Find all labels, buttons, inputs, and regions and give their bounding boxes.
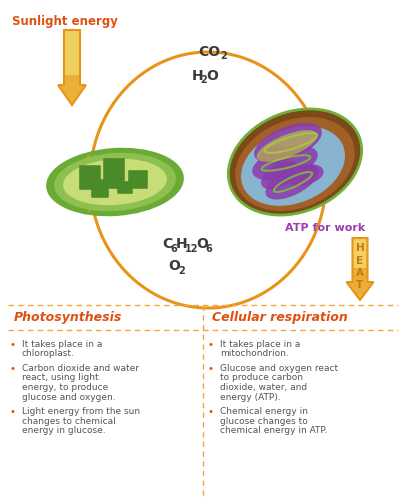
Text: chloroplast.: chloroplast. xyxy=(22,350,75,358)
Text: H: H xyxy=(175,237,187,251)
Text: dioxide, water, and: dioxide, water, and xyxy=(220,383,306,392)
Text: •: • xyxy=(10,407,16,417)
Text: It takes place in a: It takes place in a xyxy=(220,340,300,349)
Ellipse shape xyxy=(286,164,323,186)
Text: O: O xyxy=(196,237,207,251)
FancyBboxPatch shape xyxy=(91,185,109,192)
Ellipse shape xyxy=(63,159,166,205)
FancyBboxPatch shape xyxy=(103,164,124,171)
Ellipse shape xyxy=(259,146,290,165)
FancyArrow shape xyxy=(58,30,86,105)
FancyBboxPatch shape xyxy=(79,177,100,184)
Text: Chemical energy in: Chemical energy in xyxy=(220,407,307,416)
Ellipse shape xyxy=(46,148,183,216)
Text: E: E xyxy=(356,256,362,266)
FancyBboxPatch shape xyxy=(128,170,147,177)
Text: T: T xyxy=(356,280,363,290)
Text: A: A xyxy=(355,268,363,278)
Ellipse shape xyxy=(254,123,321,163)
Text: Cellular respiration: Cellular respiration xyxy=(211,312,347,324)
Text: Carbon dioxide and water: Carbon dioxide and water xyxy=(22,364,139,373)
Text: 12: 12 xyxy=(185,244,198,254)
FancyBboxPatch shape xyxy=(79,171,100,178)
Text: energy in glucose.: energy in glucose. xyxy=(22,426,105,435)
Text: •: • xyxy=(207,364,213,374)
Text: glucose changes to: glucose changes to xyxy=(220,416,307,426)
FancyBboxPatch shape xyxy=(103,176,124,183)
Text: glucose and oxygen.: glucose and oxygen. xyxy=(22,392,115,402)
FancyBboxPatch shape xyxy=(91,191,109,198)
Ellipse shape xyxy=(234,117,354,211)
Text: Light energy from the sun: Light energy from the sun xyxy=(22,407,140,416)
Text: O: O xyxy=(205,69,217,83)
Text: C: C xyxy=(162,237,172,251)
Text: H: H xyxy=(192,69,203,83)
Text: chemical energy in ATP.: chemical energy in ATP. xyxy=(220,426,326,435)
Text: ATP for work: ATP for work xyxy=(284,223,364,233)
Text: It takes place in a: It takes place in a xyxy=(22,340,102,349)
Text: Photosynthesis: Photosynthesis xyxy=(14,312,122,324)
Ellipse shape xyxy=(265,164,318,200)
FancyBboxPatch shape xyxy=(103,158,124,165)
Text: 2: 2 xyxy=(200,75,206,85)
FancyBboxPatch shape xyxy=(79,183,100,190)
Text: •: • xyxy=(10,340,16,350)
Text: CO: CO xyxy=(198,45,220,59)
Text: mitochondrion.: mitochondrion. xyxy=(220,350,288,358)
FancyArrow shape xyxy=(345,268,373,300)
FancyBboxPatch shape xyxy=(117,181,132,188)
Text: 2: 2 xyxy=(177,266,184,276)
Text: •: • xyxy=(207,407,213,417)
Ellipse shape xyxy=(256,130,317,162)
FancyArrow shape xyxy=(345,238,373,300)
Text: 6: 6 xyxy=(170,244,176,254)
FancyBboxPatch shape xyxy=(117,187,132,194)
FancyBboxPatch shape xyxy=(128,176,147,183)
Text: Glucose and oxygen react: Glucose and oxygen react xyxy=(220,364,337,373)
Text: •: • xyxy=(10,364,16,374)
Text: •: • xyxy=(207,340,213,350)
FancyArrow shape xyxy=(58,75,86,105)
Ellipse shape xyxy=(252,146,317,180)
Text: react, using light: react, using light xyxy=(22,374,98,382)
Ellipse shape xyxy=(260,161,298,189)
Text: O: O xyxy=(168,259,179,273)
FancyBboxPatch shape xyxy=(128,182,147,189)
Text: energy (ATP).: energy (ATP). xyxy=(220,392,280,402)
Ellipse shape xyxy=(228,109,361,215)
Text: energy, to produce: energy, to produce xyxy=(22,383,108,392)
Text: 2: 2 xyxy=(220,51,226,61)
FancyBboxPatch shape xyxy=(103,182,124,189)
FancyBboxPatch shape xyxy=(79,165,100,172)
Text: 6: 6 xyxy=(205,244,211,254)
FancyBboxPatch shape xyxy=(103,170,124,177)
Ellipse shape xyxy=(54,153,175,211)
Text: H: H xyxy=(355,243,363,253)
Text: changes to chemical: changes to chemical xyxy=(22,416,115,426)
Text: to produce carbon: to produce carbon xyxy=(220,374,302,382)
Text: Sunlight energy: Sunlight energy xyxy=(12,16,117,28)
Ellipse shape xyxy=(241,126,344,206)
FancyBboxPatch shape xyxy=(91,179,109,186)
